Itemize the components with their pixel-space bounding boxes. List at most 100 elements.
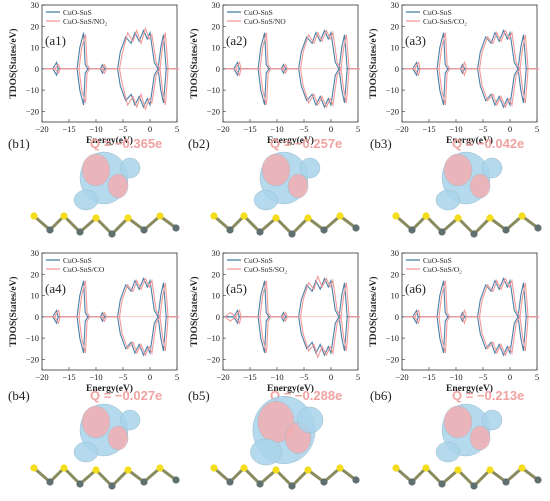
y-axis-title: TDOS(States/eV): [8, 28, 19, 98]
x-tick-label: 5: [535, 372, 539, 382]
series-line-down: [224, 315, 360, 359]
x-tick-label: −5: [299, 124, 308, 134]
isosurface: [107, 173, 129, 199]
charge-panel-2: (b2) Q = −0.257e: [188, 136, 342, 151]
y-tick-label: 0: [35, 64, 39, 74]
charge-panel-5: (b5) Q = −0.288e: [188, 388, 342, 403]
s-atom: [304, 214, 312, 222]
charge-panel-6: (b6) Q = −0.213e: [370, 388, 524, 403]
s-atom: [156, 464, 164, 472]
series-line-down: [403, 67, 539, 109]
s-atom: [30, 464, 38, 472]
s-atom: [336, 212, 344, 220]
s-atom: [518, 464, 526, 472]
s-atom: [92, 214, 100, 222]
y-tick-label: −20: [386, 106, 399, 116]
s-atom: [30, 212, 38, 220]
y-tick-label: 30: [31, 0, 40, 10]
x-tick-label: 0: [148, 372, 152, 382]
isosurface: [107, 425, 129, 451]
sns-bond: [395, 465, 539, 489]
y-tick-label: 20: [391, 21, 400, 31]
x-tick-label: 5: [175, 372, 179, 382]
x-tick-label: 5: [175, 124, 179, 134]
sn-atom: [288, 482, 296, 490]
y-tick-label: 30: [391, 0, 400, 10]
x-tick-label: 5: [356, 124, 360, 134]
s-atom: [486, 214, 494, 222]
plot-frame: [401, 252, 538, 371]
sn-atom: [108, 230, 116, 238]
panel-tag: (a4): [45, 281, 66, 296]
sns-bond: [213, 213, 357, 237]
panel-tag: (b5): [188, 388, 210, 403]
y-axis-title: TDOS(States/eV): [8, 276, 19, 346]
s-atom: [422, 212, 430, 220]
isosurface: [443, 153, 473, 187]
isosurface: [435, 441, 461, 463]
plot-frame: [401, 4, 538, 123]
x-tick-label: −20: [395, 124, 408, 134]
y-tick-label: 0: [35, 312, 39, 322]
sn-atom: [256, 480, 264, 488]
s-atom: [336, 464, 344, 472]
isosurface: [481, 157, 503, 179]
y-tick-label: −10: [26, 85, 39, 95]
adsorption-structure: [210, 395, 360, 490]
y-tick-label: −20: [207, 106, 220, 116]
s-atom: [518, 212, 526, 220]
sn-atom: [256, 228, 264, 236]
sn-atom: [470, 230, 478, 238]
charge-transfer-value: Q = −0.027e: [90, 388, 162, 403]
sn-atom: [46, 226, 54, 234]
x-axis-title: Energy(eV): [267, 135, 314, 146]
sns-bond: [395, 213, 539, 237]
isosurface: [296, 406, 324, 434]
sn-atom: [108, 482, 116, 490]
isosurface: [435, 189, 461, 211]
y-axis-title: TDOS(States/eV): [368, 28, 379, 98]
s-atom: [454, 214, 462, 222]
panel-tag: (b6): [370, 388, 392, 403]
x-tick-label: 0: [508, 124, 512, 134]
y-tick-label: 10: [31, 291, 40, 301]
s-atom: [124, 214, 132, 222]
charge-panel-3: (b3) Q = −0.042e: [370, 136, 524, 151]
y-tick-label: 20: [31, 269, 40, 279]
dos-panel-3: −20 −10 0 10 20 30 −20 −15 −10 −5 0 5 Energy(eV) TDOS…: [368, 0, 539, 146]
sn-atom: [352, 224, 360, 232]
plot-frame: [41, 4, 178, 123]
charge-transfer-value: Q = −0.042e: [452, 136, 524, 151]
adsorption-structure: [30, 151, 180, 238]
x-tick-label: −15: [62, 372, 75, 382]
isosurface: [443, 405, 473, 439]
sn-atom: [408, 478, 416, 486]
legend-label: CuO-SnS: [244, 8, 273, 17]
x-axis-title: Energy(eV): [446, 135, 493, 146]
x-axis-title: Energy(eV): [446, 383, 493, 394]
y-tick-label: 10: [212, 291, 221, 301]
y-tick-label: 30: [212, 248, 221, 258]
legend-label: CuO-SnS: [63, 8, 92, 17]
legend-label: CuO-SnS: [423, 256, 452, 265]
s-atom: [272, 214, 280, 222]
charge-panel-1: (b1) Q = −0.365e: [8, 136, 162, 151]
sn-atom: [76, 228, 84, 236]
sn-atom: [288, 230, 296, 238]
s-atom: [124, 466, 132, 474]
s-atom: [240, 464, 248, 472]
x-axis-title: Energy(eV): [267, 383, 314, 394]
isosurface: [73, 441, 99, 463]
x-tick-label: 0: [329, 124, 333, 134]
legend-label: CuO-SnS/NO: [244, 17, 286, 26]
isosurface: [261, 153, 291, 187]
plot-frame: [41, 252, 178, 371]
x-tick-label: −10: [449, 372, 462, 382]
legend-label: CuO-SnS: [63, 256, 92, 265]
sns-bond: [33, 213, 177, 237]
x-tick-label: −10: [270, 124, 283, 134]
y-tick-label: 10: [391, 43, 400, 53]
panel-tag: (a5): [226, 281, 247, 296]
adsorption-structure: [30, 403, 180, 490]
y-tick-label: 10: [391, 291, 400, 301]
